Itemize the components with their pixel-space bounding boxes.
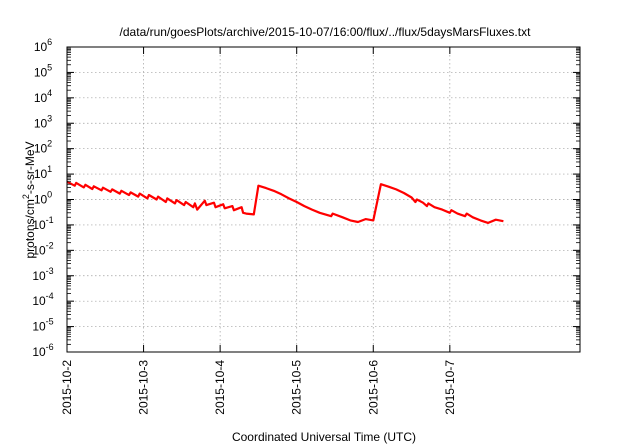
y-axis-label: protons/cm2-s-sr-MeV (21, 141, 37, 258)
y-tick-label: 104 (34, 88, 52, 105)
y-tick-label: 10-3 (32, 266, 53, 283)
y-tick-label: 10-1 (32, 215, 53, 232)
y-tick-label: 103 (34, 113, 52, 130)
x-axis: 2015-10-2 2015-10-3 2015-10-4 2015-10-5 2015… (60, 47, 457, 415)
y-tick-label: 106 (34, 37, 52, 54)
y-tick-label: 10-6 (32, 342, 53, 359)
series-line (66, 180, 504, 224)
y-tick-label: 10-5 (32, 317, 53, 334)
y-tick-label: 10-2 (32, 240, 53, 257)
x-tick-label: 2015-10-2 (60, 360, 74, 415)
grid (67, 47, 580, 352)
x-tick-label: 2015-10-7 (443, 360, 457, 415)
series-layer (66, 180, 504, 224)
chart-title: /data/run/goesPlots/archive/2015-10-07/1… (120, 25, 532, 39)
y-tick-label: 10-4 (32, 291, 53, 308)
x-tick-label: 2015-10-4 (213, 360, 227, 415)
x-tick-label: 2015-10-5 (290, 360, 304, 415)
x-tick-label: 2015-10-6 (366, 360, 380, 415)
x-axis-label: Coordinated Universal Time (UTC) (232, 430, 416, 444)
y-tick-label: 102 (34, 139, 52, 156)
y-axis: 106 105 104 103 102 101 100 10-1 10-2 10-3 10-4 10-… (32, 37, 580, 359)
y-tick-label: 100 (34, 190, 52, 207)
x-tick-label: 2015-10-3 (137, 360, 151, 415)
y-tick-label: 101 (34, 164, 52, 181)
y-tick-label: 105 (34, 62, 52, 79)
